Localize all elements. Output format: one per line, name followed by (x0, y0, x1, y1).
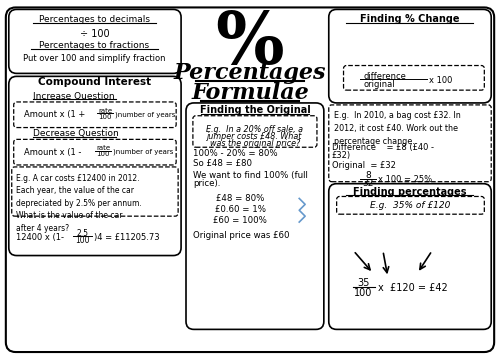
Text: E.g.  In a 20% off sale, a: E.g. In a 20% off sale, a (206, 125, 304, 134)
Text: Increase Question: Increase Question (34, 92, 115, 101)
Text: Percentages to fractions: Percentages to fractions (40, 41, 150, 50)
Text: Amount x (1 +: Amount x (1 + (24, 110, 88, 119)
Text: £60 = 100%: £60 = 100% (213, 216, 267, 224)
Text: E.g. A car costs £12400 in 2012.
Each year, the value of the car
depreciated by : E.g. A car costs £12400 in 2012. Each ye… (16, 174, 142, 233)
Text: x  £120 = £42: x £120 = £42 (378, 283, 448, 293)
FancyBboxPatch shape (329, 105, 491, 182)
Text: x 100: x 100 (429, 76, 452, 85)
Text: Formulae: Formulae (191, 82, 309, 104)
Text: 32: 32 (362, 179, 374, 188)
Text: Original  = £32: Original = £32 (332, 161, 396, 171)
FancyBboxPatch shape (14, 102, 176, 127)
Text: was the original price?: was the original price? (210, 139, 300, 148)
Text: rate: rate (98, 108, 112, 114)
Text: 2.5: 2.5 (76, 229, 88, 238)
Text: price).: price). (193, 179, 220, 188)
Text: Finding the Original: Finding the Original (200, 105, 310, 115)
Text: Finding % Change: Finding % Change (360, 14, 459, 24)
FancyBboxPatch shape (9, 76, 181, 256)
FancyBboxPatch shape (9, 10, 181, 73)
Text: original: original (363, 80, 395, 89)
Text: So £48 = £80: So £48 = £80 (193, 160, 252, 169)
FancyBboxPatch shape (344, 65, 484, 90)
Text: Finding percentages: Finding percentages (352, 187, 466, 196)
Text: )4 = £11205.73: )4 = £11205.73 (94, 233, 160, 242)
Text: difference: difference (363, 72, 406, 81)
Text: Decrease Question: Decrease Question (34, 129, 119, 138)
Text: )number of years: )number of years (115, 112, 176, 118)
Text: £0.60 = 1%: £0.60 = 1% (214, 205, 266, 214)
Text: Compound Interest: Compound Interest (38, 77, 151, 87)
Text: jumper costs £48. What: jumper costs £48. What (207, 132, 302, 141)
Text: £32): £32) (332, 150, 351, 160)
Text: 100: 100 (76, 236, 90, 245)
Text: Original price was £60: Original price was £60 (193, 232, 290, 240)
Text: Amount x (1 -: Amount x (1 - (24, 148, 84, 157)
Text: rate: rate (96, 145, 110, 151)
Text: Difference    = £8 (£40 -: Difference = £8 (£40 - (332, 143, 434, 152)
FancyBboxPatch shape (14, 139, 176, 165)
Text: 100: 100 (354, 288, 372, 298)
Text: 100% - 20% = 80%: 100% - 20% = 80% (193, 149, 278, 158)
Text: £48 = 80%: £48 = 80% (216, 194, 264, 203)
Text: Percentages to decimals: Percentages to decimals (39, 15, 150, 24)
FancyBboxPatch shape (329, 184, 491, 329)
FancyBboxPatch shape (12, 167, 178, 216)
FancyBboxPatch shape (193, 116, 317, 147)
Text: %: % (216, 8, 284, 79)
FancyBboxPatch shape (329, 10, 491, 103)
Text: Percentages: Percentages (174, 62, 326, 84)
Text: Put over 100 and simplify fraction: Put over 100 and simplify fraction (23, 54, 166, 63)
Text: x 100 = 25%: x 100 = 25% (378, 175, 432, 184)
Text: )number of years: )number of years (113, 149, 174, 155)
Text: 100: 100 (96, 151, 110, 157)
Text: 8: 8 (366, 171, 371, 180)
FancyBboxPatch shape (336, 196, 484, 214)
Text: E.g.  In 2010, a bag cost £32. In
2012, it cost £40. Work out the
percentage cha: E.g. In 2010, a bag cost £32. In 2012, i… (334, 111, 460, 146)
FancyBboxPatch shape (186, 103, 324, 329)
Text: 100: 100 (98, 114, 112, 120)
Text: 35: 35 (357, 278, 370, 288)
Text: We want to find 100% (full: We want to find 100% (full (193, 171, 308, 180)
Text: 12400 x (1-: 12400 x (1- (16, 233, 64, 242)
FancyBboxPatch shape (6, 7, 494, 352)
Text: E.g.  35% of £120: E.g. 35% of £120 (370, 201, 450, 210)
Text: ÷ 100: ÷ 100 (80, 29, 110, 39)
